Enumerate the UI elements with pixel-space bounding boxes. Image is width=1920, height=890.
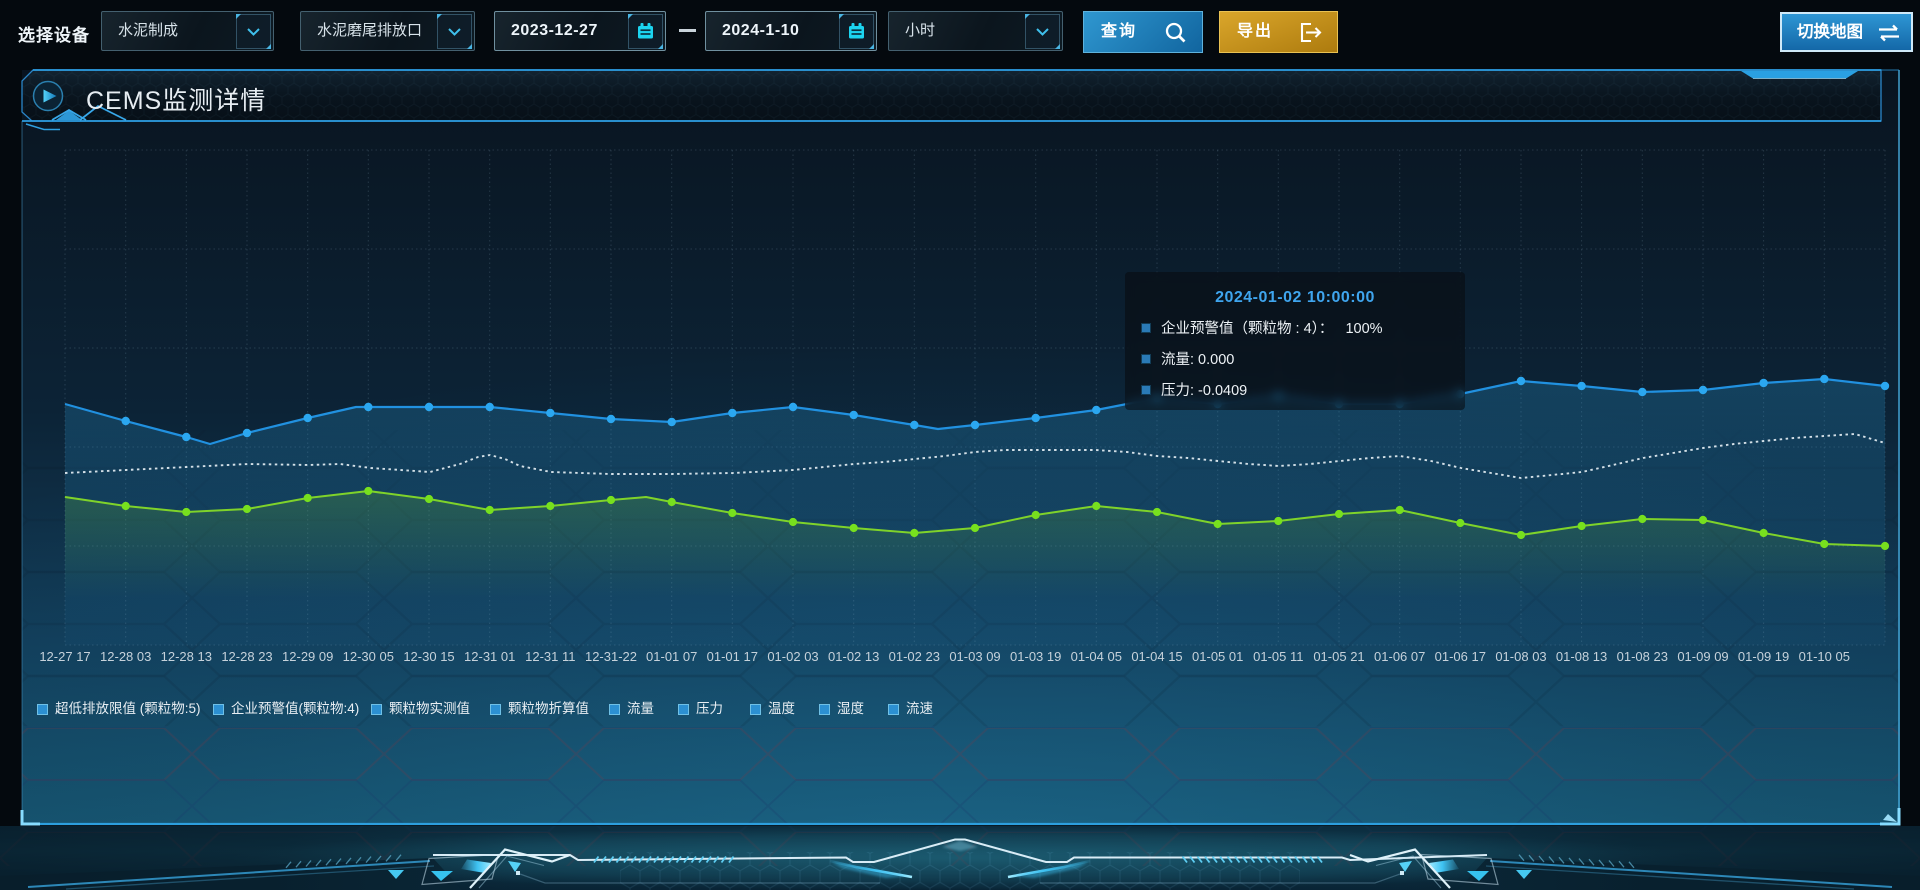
svg-text:01-08 23: 01-08 23 xyxy=(1617,649,1668,664)
svg-text:12-28 03: 12-28 03 xyxy=(100,649,151,664)
svg-text:12-31-22: 12-31-22 xyxy=(585,649,637,664)
svg-text:01-02 23: 01-02 23 xyxy=(889,649,940,664)
svg-text:01-09 19: 01-09 19 xyxy=(1738,649,1789,664)
svg-text:01-06 17: 01-06 17 xyxy=(1435,649,1486,664)
svg-text:01-02 13: 01-02 13 xyxy=(828,649,879,664)
svg-text:12-28 13: 12-28 13 xyxy=(161,649,212,664)
svg-text:12-27 17: 12-27 17 xyxy=(39,649,90,664)
svg-text:12-31 11: 12-31 11 xyxy=(525,649,575,664)
svg-text:01-03 09: 01-03 09 xyxy=(949,649,1000,664)
svg-text:01-08 03: 01-08 03 xyxy=(1495,649,1546,664)
svg-text:01-06 07: 01-06 07 xyxy=(1374,649,1425,664)
svg-text:12-28 23: 12-28 23 xyxy=(221,649,272,664)
svg-text:12-30 05: 12-30 05 xyxy=(343,649,394,664)
svg-text:12-29 09: 12-29 09 xyxy=(282,649,333,664)
svg-text:01-09 09: 01-09 09 xyxy=(1677,649,1728,664)
svg-text:01-04 15: 01-04 15 xyxy=(1131,649,1182,664)
svg-text:01-05 01: 01-05 01 xyxy=(1192,649,1243,664)
svg-text:12-31 01: 12-31 01 xyxy=(464,649,515,664)
svg-text:12-30 15: 12-30 15 xyxy=(403,649,454,664)
svg-text:01-02 03: 01-02 03 xyxy=(767,649,818,664)
svg-text:01-10 05: 01-10 05 xyxy=(1799,649,1850,664)
svg-text:01-01 17: 01-01 17 xyxy=(707,649,758,664)
svg-text:01-03 19: 01-03 19 xyxy=(1010,649,1061,664)
svg-text:01-04 05: 01-04 05 xyxy=(1071,649,1122,664)
svg-text:01-08 13: 01-08 13 xyxy=(1556,649,1607,664)
svg-text:01-05 11: 01-05 11 xyxy=(1253,649,1303,664)
svg-text:01-01 07: 01-01 07 xyxy=(646,649,697,664)
svg-text:01-05 21: 01-05 21 xyxy=(1313,649,1364,664)
